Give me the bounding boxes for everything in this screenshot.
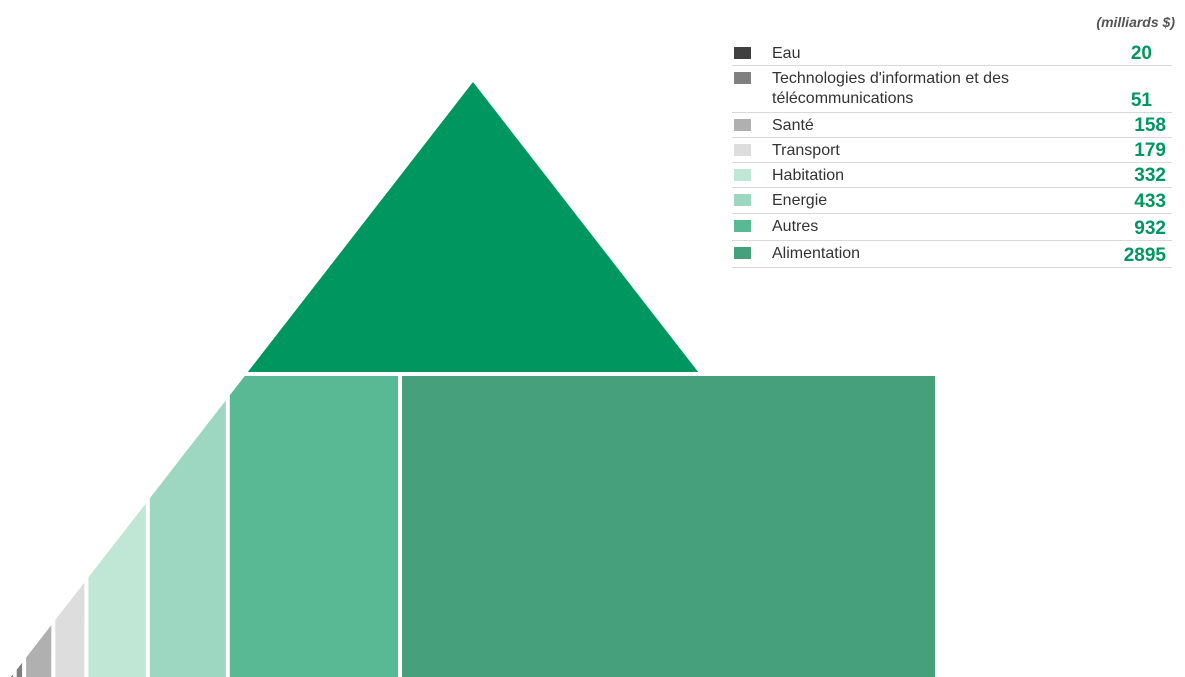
legend-label-line: télécommunications — [772, 90, 914, 107]
legend-value: 179 — [1134, 140, 1166, 161]
pyramid-segment-eau — [11, 674, 13, 677]
legend-label: Transport — [772, 141, 840, 161]
pyramid-segment-energie — [149, 400, 226, 677]
legend-swatch — [734, 47, 751, 59]
legend-row: Santé 158 — [732, 113, 1172, 138]
legend-label: Santé — [772, 116, 814, 136]
legend-label: Autres — [772, 217, 818, 237]
legend-value: 158 — [1134, 115, 1166, 136]
pyramid-segment-technologies-d-information-et-des — [16, 662, 23, 677]
legend-label: Alimentation — [772, 244, 860, 264]
legend-swatch — [734, 72, 751, 84]
legend-label-line: Habitation — [772, 167, 845, 184]
legend-label-line: Eau — [772, 45, 801, 62]
legend-value: 2895 — [1123, 245, 1166, 266]
legend-label: Technologies d'information et des télécom… — [772, 69, 1009, 109]
legend-row: Habitation 332 — [732, 163, 1172, 188]
legend-label-line: Technologies d'information et des — [772, 70, 1009, 87]
legend-swatch — [734, 144, 751, 156]
legend-row: Eau 20 — [732, 41, 1172, 66]
legend-label-line: Santé — [772, 117, 814, 134]
pyramid-segment-autres — [229, 376, 398, 677]
legend-row: Energie 433 — [732, 188, 1172, 214]
pyramid-apex — [247, 82, 699, 372]
legend-swatch — [734, 194, 751, 206]
legend-value: 932 — [1134, 218, 1166, 239]
legend-value: 51 — [1130, 90, 1152, 111]
pyramid-segment-alimentation — [402, 376, 935, 677]
legend-row: Transport 179 — [732, 138, 1172, 163]
legend-row: Autres 932 — [732, 214, 1172, 241]
legend-label-line: Alimentation — [772, 245, 861, 262]
legend-label: Energie — [772, 191, 827, 211]
legend-value: 433 — [1134, 191, 1166, 212]
legend-swatch — [734, 169, 751, 181]
legend-value: 20 — [1130, 43, 1152, 64]
legend-label-line: Autres — [772, 218, 819, 235]
legend-swatch — [734, 220, 751, 232]
legend-swatch — [734, 119, 751, 131]
pyramid-segment-habitation — [88, 503, 146, 677]
unit-label: (milliards $) — [1096, 14, 1175, 30]
pyramid-segment-sante — [26, 625, 52, 677]
legend-label: Habitation — [772, 166, 844, 186]
legend-label-line: Energie — [772, 192, 828, 209]
legend-swatch — [734, 247, 751, 259]
pyramid-segment-transport — [55, 582, 85, 677]
legend-row: Technologies d'information et des télécom… — [732, 66, 1172, 113]
legend-label: Eau — [772, 44, 800, 64]
legend: Eau 20 Technologies d'information et des té… — [732, 41, 1172, 268]
legend-row: Alimentation 2895 — [732, 241, 1172, 268]
legend-value: 332 — [1134, 165, 1166, 186]
legend-label-line: Transport — [772, 142, 840, 159]
